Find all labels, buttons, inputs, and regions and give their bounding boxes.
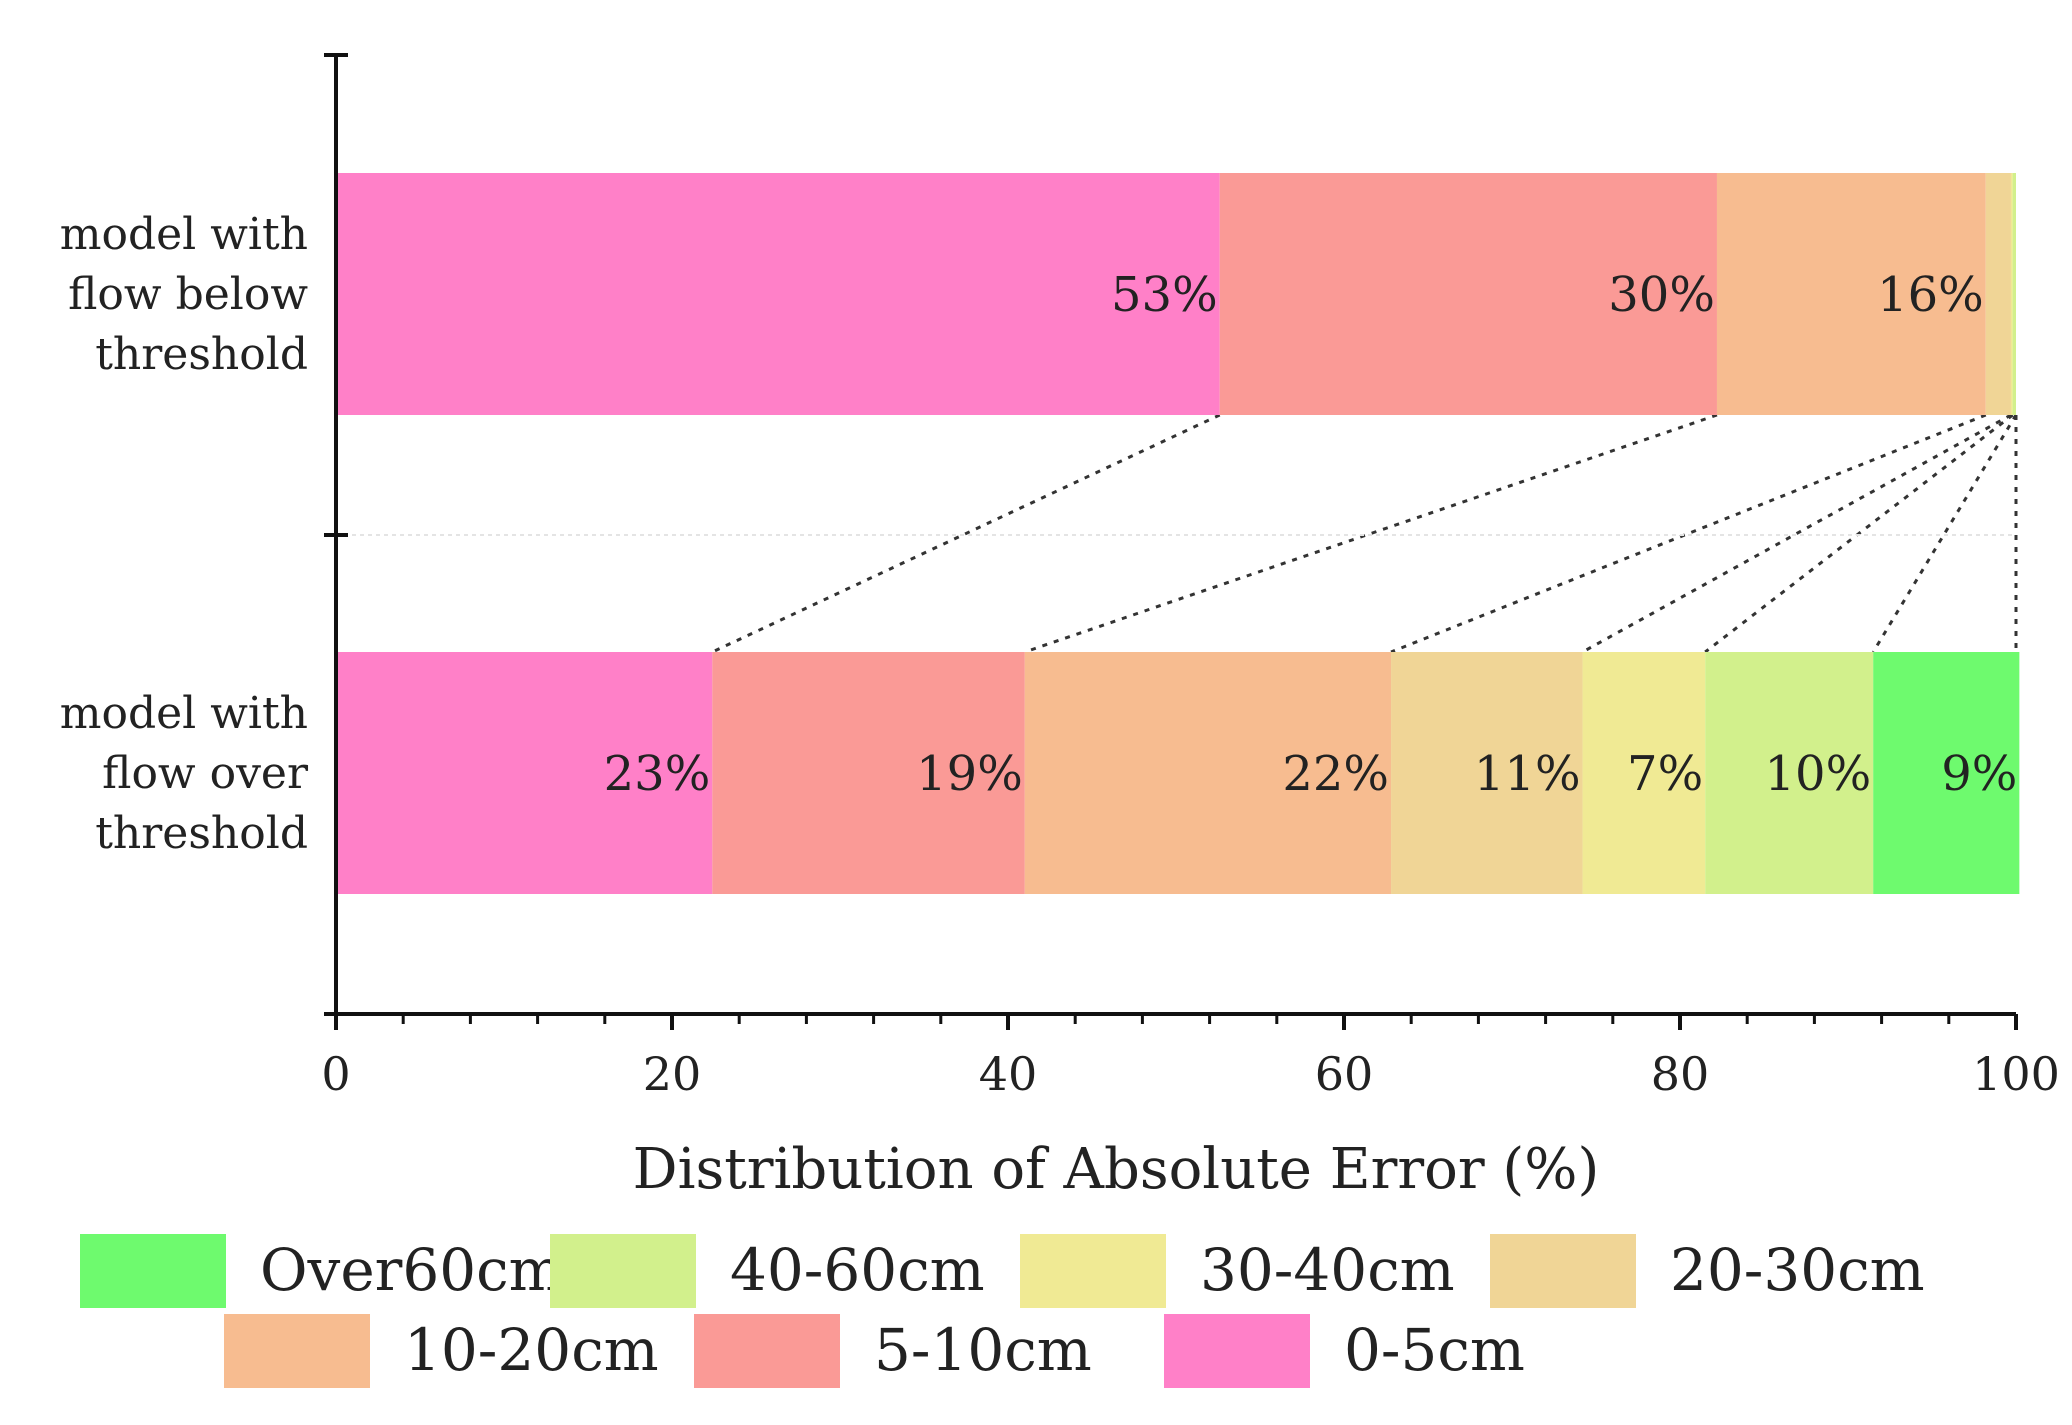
category-label-line: flow over [102,748,309,799]
legend-label: 0-5cm [1344,1316,1525,1384]
data-label: 7% [1627,746,1703,802]
legend-swatch-5-10cm [694,1314,840,1388]
category-label-line: flow below [68,269,308,320]
data-label: 16% [1877,267,1984,323]
bar-segment-20-30cm [1391,652,1583,894]
category-label: model with flow over threshold [60,688,309,859]
bar-segment-40-60cm [2012,173,2016,415]
data-label: 11% [1474,746,1581,802]
x-tick-label: 20 [643,1047,702,1101]
legend-swatch-40-60cm [550,1234,696,1308]
bar-segment-40-60cm [1705,652,1874,894]
category-label-line: threshold [95,329,308,380]
legend-label: 30-40cm [1200,1236,1455,1304]
bar-segment-5-10cm [1219,173,1717,415]
connector-lines [711,413,2018,654]
x-tick-label: 100 [1972,1047,2060,1101]
data-label: 22% [1282,746,1389,802]
category-label: model with flow below threshold [60,209,309,380]
bar-segment-10-20cm [1024,652,1392,894]
data-label: 19% [916,746,1023,802]
bar-segment-20-30cm [1985,173,2011,415]
legend-swatch-0-5cm [1164,1314,1310,1388]
connector-line [1390,413,1987,654]
x-tick-label: 60 [1315,1047,1374,1101]
data-label: 23% [604,746,711,802]
legend: Over60cm 40-60cm 30-40cm 20-30cm 10-20cm 5-10… [80,1234,1925,1388]
connector-line [711,413,1221,654]
legend-label: 20-30cm [1670,1236,1925,1304]
bars: 53% 30% 16% 23% 19% 22% 11% 7% 10% 9% [336,173,2020,894]
data-label: 53% [1111,267,1218,323]
legend-swatch-20-30cm [1490,1234,1636,1308]
data-label: 9% [1941,746,2017,802]
legend-swatch-30-40cm [1020,1234,1166,1308]
legend-swatch-Over60cm [80,1234,226,1308]
legend-label: 10-20cm [404,1316,659,1384]
bar-segment-Over60cm [1873,652,2020,894]
connector-line [1581,413,2012,654]
category-label-line: model with [60,688,308,739]
legend-swatch-10-20cm [224,1314,370,1388]
x-tick-label: 40 [979,1047,1038,1101]
x-axis-title: Distribution of Absolute Error (%) [633,1137,1600,1202]
bar-segment-10-20cm [1716,173,1986,415]
connector-line [1871,414,2018,653]
connector-line [1024,413,1718,654]
category-labels: model with flow below threshold model with f… [60,209,309,859]
bar-segment-30-40cm [1582,652,1706,894]
legend-label: 5-10cm [874,1316,1092,1384]
bar-segment-0-5cm [336,652,713,894]
bar-segment-30-40cm [2010,173,2013,415]
axes: 0 20 40 60 80 100 [321,53,2060,1101]
bar-segment-0-5cm [336,173,1220,415]
category-label-line: model with [60,209,308,260]
x-tick-label: 0 [321,1047,350,1101]
x-tick-label: 80 [1651,1047,1710,1101]
connector-line [1704,413,2014,654]
data-label: 30% [1608,267,1715,323]
legend-label: 40-60cm [730,1236,985,1304]
category-label-line: threshold [95,808,308,859]
bar-segment-5-10cm [712,652,1025,894]
legend-label: Over60cm [260,1236,564,1304]
data-label: 10% [1765,746,1872,802]
